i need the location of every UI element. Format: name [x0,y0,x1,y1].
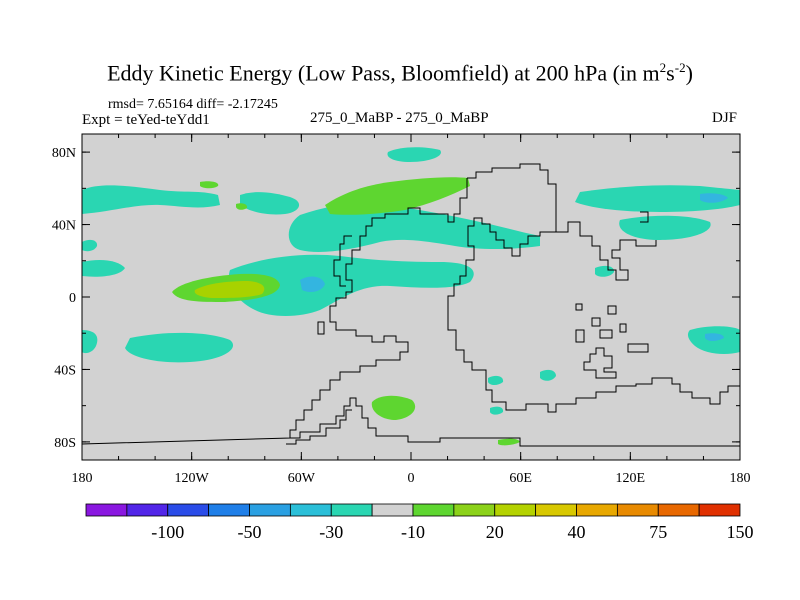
colorbar-label-6: 75 [649,522,667,542]
contour-pacific-blob [240,192,300,215]
stats-text: rmsd= 7.65164 diff= -2.17245 [108,97,278,112]
contour-atlantic-upper [288,203,540,253]
title-sup-2: -2 [674,60,686,75]
x-tick-label-2: 60W [288,471,316,486]
contour-small-b [488,375,504,385]
contour-green-north-atlantic [325,177,470,215]
contour-level-yellow-green [194,281,265,298]
coastline-asia-east [556,221,657,281]
colorbar-swatch-10 [494,503,537,517]
colorbar-label-4: 20 [486,522,504,542]
contour-level-blue [300,193,728,341]
y-tick-label-2: 0 [69,291,76,306]
colorbar-label-1: -50 [238,522,262,542]
x-tick-label-6: 180 [730,471,751,486]
colorbar-swatch-3 [208,503,250,517]
colorbar-swatch-12 [576,503,618,517]
contour-blue-3 [705,333,724,341]
contour-west-pacific-tropic [82,260,125,277]
colorbar-label-0: -100 [151,522,184,542]
x-tick-label-1: 120W [175,471,210,486]
coastline-africa-eurasia [447,163,740,413]
contour-yellow-east-pacific [194,281,265,298]
title-sup-1: 2 [659,60,667,75]
colorbar-label-7: 150 [727,522,754,542]
contour-green-small-3 [498,438,520,446]
expt-text: Expt = teYed-teYdd1 [82,112,210,128]
contour-blue-1 [300,276,325,292]
colorbar-swatch-2 [167,503,210,517]
colorbar-label-5: 40 [568,522,586,542]
contour-arctic [387,147,441,162]
colorbar-swatch-5 [289,503,332,517]
contour-tropical-atlantic [228,254,474,316]
contour-level-cyan [82,147,740,415]
contour-south-indian [540,369,556,381]
season-label: DJF [712,110,738,126]
contour-south-pacific [125,332,234,363]
title-end: ) [685,60,693,86]
coastline-isle [317,321,325,335]
colorbar-swatch-7 [371,503,414,517]
coastline-australia [583,347,617,379]
y-tick-label-1: 40N [52,219,76,234]
coastline-japan [640,211,649,223]
contour-green-south-atlantic [371,395,416,420]
x-tick-label-4: 60E [509,471,532,486]
colorbar-label-3: -10 [401,522,425,542]
colorbar-swatch-15 [698,503,741,517]
colorbar-swatch-14 [657,503,700,517]
coastline-antarctic-inner [286,409,352,445]
contour-small-c [490,406,504,415]
axis-ticks: 180 120W 60W 0 60E 120E 180 80N 40N 0 40S 80S [52,134,751,486]
title-mid: s [666,60,675,86]
colorbar-swatch-11 [535,503,577,517]
colorbar-label-2: -30 [319,522,343,542]
y-tick-label-0: 80N [52,146,76,161]
contour-north-pacific [82,185,220,214]
center-label: 275_0_MaBP - 275_0_MaBP [310,110,489,126]
y-tick-label-4: 80S [54,436,76,451]
colorbar-swatch-0 [85,503,128,517]
contour-asia-band [575,185,740,212]
colorbar-swatch-13 [616,503,659,517]
coastline-antarctica [290,397,740,447]
contour-small-a [595,265,615,277]
contour-green-small-1 [200,181,219,189]
chart-title: Eddy Kinetic Energy (Low Pass, Bloomfiel… [0,60,800,86]
colorbar: -100 -50 -30 -10 20 40 75 150 [85,503,754,542]
contour-mid-pacific [82,239,98,252]
contour-green-small-2 [236,203,248,210]
title-main: Eddy Kinetic Energy (Low Pass, Bloomfiel… [107,60,660,86]
x-tick-label-3: 0 [408,471,415,486]
contour-sw-pacific [82,330,98,354]
colorbar-swatch-6 [330,503,373,517]
colorbar-swatch-8 [412,503,455,517]
colorbar-swatch-4 [249,503,291,517]
coastline-central-america [333,235,352,287]
y-tick-label-3: 40S [54,363,76,378]
coastline-americas [82,178,468,445]
contour-blue-2 [700,193,728,203]
x-tick-label-0: 180 [72,471,93,486]
colorbar-swatch-1 [126,503,169,517]
coastlines [82,163,740,460]
colorbar-swatch-9 [453,503,496,517]
x-tick-label-5: 120E [616,471,646,486]
coastline-indonesia [575,303,649,353]
